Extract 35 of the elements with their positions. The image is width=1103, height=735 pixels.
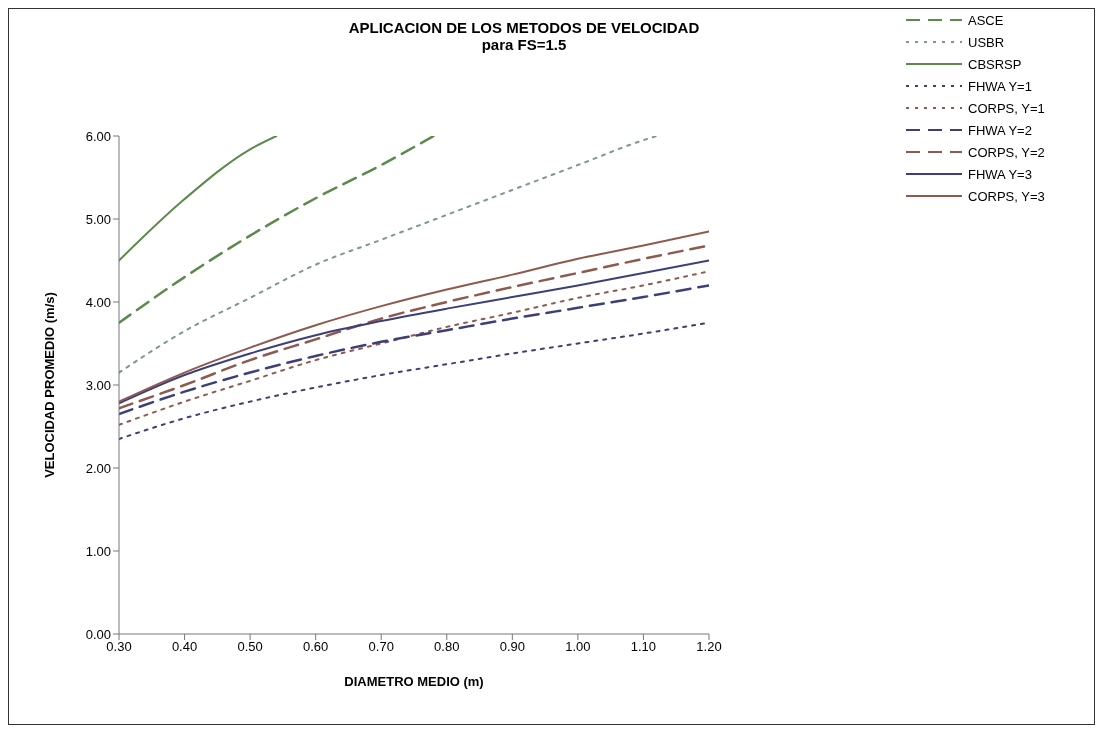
line-series <box>119 284 709 416</box>
x-tick-label: 0.60 <box>303 639 329 655</box>
legend-label: CORPS, Y=2 <box>968 144 1045 160</box>
chart-title: APLICACION DE LOS METODOS DE VELOCIDAD <box>347 19 701 36</box>
x-tick-label: 0.40 <box>171 639 198 655</box>
x-tick-label: 1.00 <box>565 639 591 655</box>
x-axis-title: DIAMETRO MEDIO (m) <box>344 674 484 689</box>
legend-label: CORPS, Y=3 <box>968 188 1045 204</box>
y-tick-label: 2.00 <box>85 460 111 476</box>
y-tick-label: 5.00 <box>85 211 111 227</box>
y-tick-label: 3.00 <box>85 377 111 393</box>
line-series <box>119 136 435 324</box>
x-tick-label: 0.30 <box>106 639 132 655</box>
legend-label: FHWA Y=2 <box>968 122 1032 138</box>
line-series <box>119 136 278 262</box>
y-tick-label: 1.00 <box>85 543 111 559</box>
line-series <box>119 270 709 426</box>
legend-label: ASCE <box>968 12 1004 28</box>
y-tick-label: 6.00 <box>85 128 111 144</box>
chart-subtitle: para FS=1.5 <box>480 36 568 53</box>
legend-label: CBSRSP <box>968 56 1022 72</box>
y-axis-title: VELOCIDAD PROMEDIO (m/s) <box>41 292 57 478</box>
y-tick-label: 0.00 <box>85 626 111 642</box>
x-tick-label: 0.70 <box>368 639 394 655</box>
line-series <box>119 136 658 374</box>
legend-label: FHWA Y=1 <box>968 78 1032 94</box>
x-tick-label: 0.80 <box>434 639 460 655</box>
x-tick-label: 0.90 <box>499 639 525 655</box>
legend-label: FHWA Y=3 <box>968 166 1032 182</box>
x-tick-label: 1.20 <box>696 639 722 655</box>
legend-label: CORPS, Y=1 <box>968 100 1045 116</box>
x-tick-label: 0.50 <box>237 639 263 655</box>
y-tick-label: 4.00 <box>85 294 111 310</box>
x-tick-label: 1.10 <box>630 639 657 655</box>
legend-label: USBR <box>968 34 1005 50</box>
